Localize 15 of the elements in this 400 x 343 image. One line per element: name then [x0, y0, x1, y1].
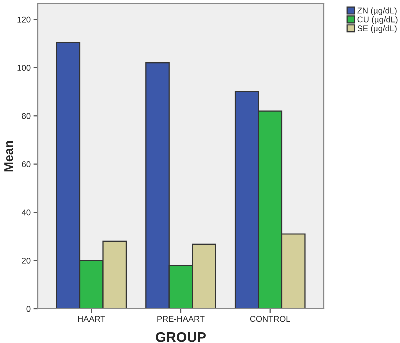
legend-label: CU (µg/dL) — [358, 16, 398, 24]
legend-label: SE (µg/dL) — [358, 25, 397, 34]
y-tick-label: 100 — [18, 65, 31, 71]
y-tick-label: 120 — [18, 16, 31, 23]
y-tick-label: 40 — [22, 210, 31, 216]
x-tick-label: CONTROL — [250, 316, 290, 322]
x-tick-label: HAART — [78, 316, 106, 322]
y-tick-label: 20 — [22, 258, 31, 264]
y-tick-label: 0 — [26, 306, 31, 312]
y-tick-label: 80 — [22, 113, 31, 120]
y-axis-title: Mean — [4, 141, 14, 172]
y-tick-label: 60 — [22, 162, 31, 168]
x-axis-title: GROUP — [156, 332, 206, 342]
x-tick-label: PRE-HAART — [158, 316, 205, 322]
legend-label: ZN (µg/dL) — [358, 8, 397, 16]
